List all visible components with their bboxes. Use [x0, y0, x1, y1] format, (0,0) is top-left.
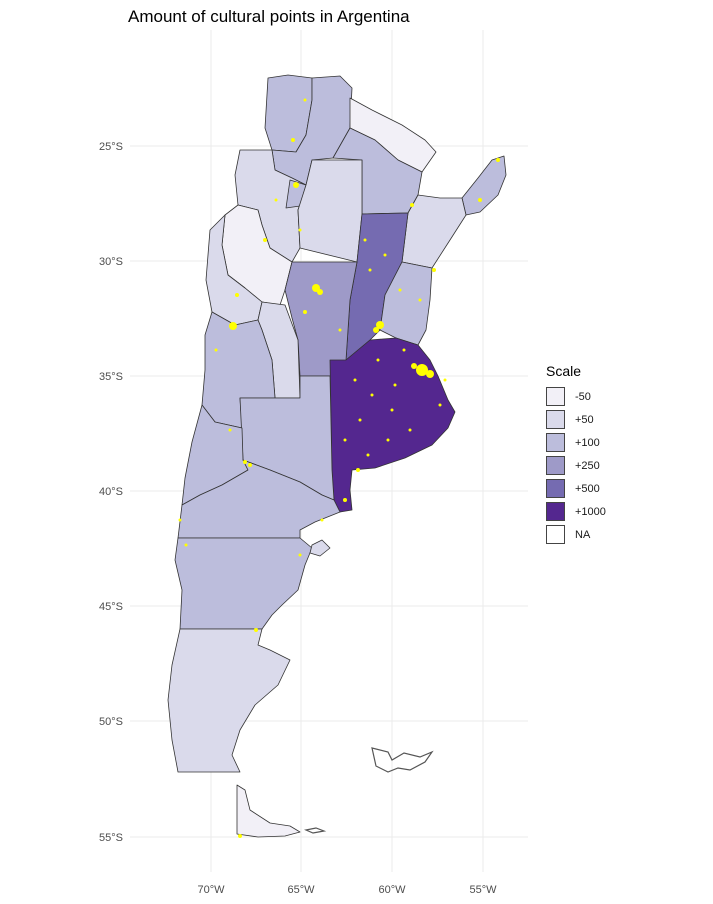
legend-item: +250 [546, 454, 606, 477]
y-tick-label: 45°S [99, 601, 123, 613]
legend-label: +100 [575, 436, 600, 449]
legend-swatch [546, 387, 565, 406]
x-tick-label: 70°W [197, 884, 225, 896]
legend-item: +100 [546, 431, 606, 454]
legend-label: +250 [575, 459, 600, 472]
y-tick-label: 50°S [99, 716, 123, 728]
peninsula-valdes [309, 539, 331, 557]
legend-label: +50 [575, 413, 594, 426]
cultural-points [178, 98, 500, 838]
legend-swatch [546, 479, 565, 498]
islands [303, 747, 434, 834]
legend-item: +1000 [546, 500, 606, 523]
x-tick-label: 55°W [469, 884, 497, 896]
province-misiones [461, 155, 507, 216]
legend-item: -50 [546, 385, 606, 408]
legend: Scale -50 +50 +100 +250 +500 +1000 NA [546, 363, 606, 546]
map-title: Amount of cultural points in Argentina [128, 7, 410, 26]
y-tick-label: 25°S [99, 141, 123, 153]
x-tick-label: 65°W [287, 884, 315, 896]
province-santacruz [167, 628, 291, 773]
legend-swatch [546, 456, 565, 475]
legend-swatch [546, 433, 565, 452]
legend-swatch [546, 525, 565, 544]
legend-item: +500 [546, 477, 606, 500]
legend-label: +1000 [575, 505, 606, 518]
legend-item: +50 [546, 408, 606, 431]
x-tick-label: 60°W [378, 884, 406, 896]
legend-label: +500 [575, 482, 600, 495]
province-chubut [174, 537, 313, 630]
provinces [167, 74, 507, 838]
province-santiago [297, 159, 363, 263]
y-axis: 25°S 30°S 35°S 40°S 45°S 50°S 55°S [99, 141, 123, 844]
legend-swatch [546, 410, 565, 429]
legend-label: -50 [575, 390, 591, 403]
province-tierradelfuego [236, 784, 301, 838]
y-tick-label: 30°S [99, 256, 123, 268]
y-tick-label: 35°S [99, 371, 123, 383]
legend-item: NA [546, 523, 606, 546]
province-buenosaires [329, 337, 456, 513]
legend-swatch [546, 502, 565, 521]
y-tick-label: 55°S [99, 832, 123, 844]
legend-title: Scale [546, 363, 582, 379]
x-axis: 70°W 65°W 60°W 55°W [197, 884, 497, 896]
legend-label: NA [575, 528, 591, 541]
province-rionegro [177, 459, 341, 539]
y-tick-label: 40°S [99, 486, 123, 498]
